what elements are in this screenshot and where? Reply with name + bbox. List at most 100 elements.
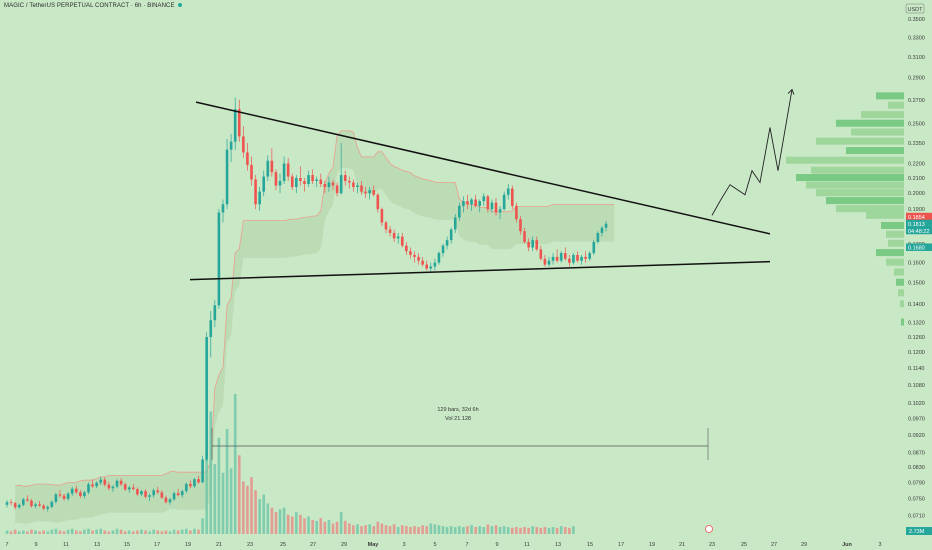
candle-body <box>262 176 266 192</box>
volume-bar <box>303 518 306 534</box>
volume-bar <box>543 527 547 534</box>
upper-trendline <box>195 101 771 235</box>
candle-body <box>176 493 180 496</box>
candle-body <box>478 201 481 206</box>
volume-bar <box>307 516 310 534</box>
volume-bar <box>470 525 473 534</box>
candle-body <box>274 172 278 186</box>
candle-body <box>474 199 477 206</box>
volume-bar <box>237 455 241 534</box>
candle-body <box>107 484 111 489</box>
candle-body <box>584 256 587 259</box>
candle-body <box>588 253 592 259</box>
price-tick: 0.0920 <box>908 433 925 439</box>
volume-bar <box>258 499 261 534</box>
candle-body <box>331 182 335 186</box>
price-tick: 0.2500 <box>908 122 925 128</box>
time-tick: 25 <box>741 542 747 548</box>
candle-body <box>132 487 135 490</box>
candle-body <box>201 459 204 483</box>
time-axis: 7 9 11 13 15 17 19 21 23 25 27 29 May 3 5 7 9 11 13 15 17 19 2… <box>5 525 882 548</box>
volume-bar <box>482 527 486 534</box>
volume-bar <box>38 531 41 534</box>
candle-body <box>555 256 559 261</box>
candle-body <box>119 480 123 485</box>
volume-bar <box>515 527 518 534</box>
volume-bar <box>396 527 400 534</box>
candle-body <box>339 175 343 194</box>
volume-bar <box>388 526 392 534</box>
volume-bar <box>364 525 367 534</box>
volume-bar <box>400 525 404 534</box>
candle-body <box>38 504 41 506</box>
profile-row <box>888 239 906 247</box>
candle-body <box>50 501 54 507</box>
time-tick: 27 <box>771 542 777 548</box>
candle-body <box>34 504 37 507</box>
volume-bar <box>225 429 229 534</box>
candle-body <box>335 185 339 194</box>
candle-body <box>278 180 282 186</box>
volume-bars <box>5 394 575 534</box>
profile-row <box>786 156 906 164</box>
price-tick: 0.3500 <box>908 17 925 23</box>
volume-bar <box>13 529 17 534</box>
candle-body <box>74 488 78 493</box>
volume-bar <box>453 527 457 534</box>
time-tick: 19 <box>649 542 655 548</box>
time-tick: 7 <box>465 542 468 548</box>
time-tick: 29 <box>341 542 347 548</box>
candle-body <box>327 182 331 188</box>
price-tick: 0.1600 <box>908 261 925 267</box>
candle-body <box>270 160 274 173</box>
volume-bar <box>555 527 559 534</box>
candle-body <box>368 190 371 194</box>
price-tick: 0.0870 <box>908 450 925 456</box>
candle-body <box>91 484 94 487</box>
candle-body <box>46 506 50 509</box>
candle-body <box>99 479 103 483</box>
cloud-area <box>15 130 615 524</box>
candle-body <box>5 502 9 505</box>
price-tick: 0.1320 <box>908 321 925 327</box>
volume-bar <box>466 526 469 534</box>
candle-body <box>596 232 600 242</box>
volume-bar <box>172 529 176 534</box>
candle-body <box>250 164 253 180</box>
candle-body <box>319 179 323 184</box>
time-tick: 3 <box>878 542 881 548</box>
candle-body <box>372 190 376 195</box>
candle-body <box>323 183 327 188</box>
volume-bar <box>425 526 429 534</box>
volume-bar <box>42 530 45 534</box>
volume-bar <box>486 524 490 534</box>
event-marker <box>705 525 713 533</box>
volume-bar <box>527 527 530 534</box>
candle-body <box>498 209 502 213</box>
candles <box>5 97 608 512</box>
volume-bar <box>26 531 29 534</box>
volume-bar <box>209 411 213 534</box>
price-tick: 0.2000 <box>908 191 925 197</box>
profile-row <box>816 137 906 145</box>
candle-body <box>462 201 465 206</box>
volume-bar <box>384 525 388 534</box>
volume-bar <box>185 528 188 534</box>
volume-bar <box>9 531 13 534</box>
candle-body <box>172 493 176 500</box>
currency-badge-text: USDT <box>908 7 924 13</box>
candle-body <box>42 505 45 509</box>
volume-bar <box>217 437 221 534</box>
volume-bar <box>144 530 147 534</box>
time-tick: 9 <box>34 542 37 548</box>
volume-bar <box>478 526 481 534</box>
profile-row <box>886 258 906 266</box>
volume-bar <box>372 526 376 534</box>
candle-body <box>551 256 555 261</box>
volume-bar <box>547 527 551 534</box>
volume-label: 2.73M <box>909 529 925 535</box>
candle-body <box>348 180 351 183</box>
price-tick: 0.3300 <box>908 35 925 41</box>
candle-body <box>282 163 286 181</box>
